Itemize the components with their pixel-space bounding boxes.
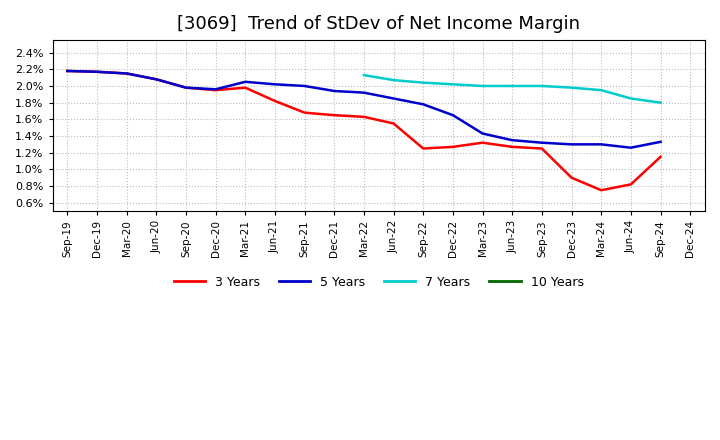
5 Years [241,79,250,84]
3 Years [271,99,279,104]
Line: 7 Years: 7 Years [364,75,660,103]
Legend: 3 Years, 5 Years, 7 Years, 10 Years: 3 Years, 5 Years, 7 Years, 10 Years [169,271,588,294]
5 Years [330,88,338,94]
3 Years [478,140,487,145]
5 Years [567,142,576,147]
3 Years [390,121,398,126]
Line: 3 Years: 3 Years [68,71,660,190]
3 Years [419,146,428,151]
5 Years [478,131,487,136]
3 Years [567,175,576,180]
3 Years [508,144,516,150]
7 Years [390,77,398,83]
5 Years [359,90,368,95]
7 Years [449,82,457,87]
3 Years [212,88,220,93]
3 Years [656,154,665,160]
3 Years [626,182,635,187]
5 Years [93,69,102,74]
7 Years [538,83,546,88]
5 Years [122,71,131,76]
7 Years [626,96,635,101]
3 Years [122,71,131,76]
Line: 5 Years: 5 Years [68,71,660,148]
5 Years [63,68,72,73]
7 Years [567,85,576,90]
7 Years [597,88,606,93]
3 Years [181,85,190,90]
3 Years [241,85,250,90]
5 Years [508,138,516,143]
Title: [3069]  Trend of StDev of Net Income Margin: [3069] Trend of StDev of Net Income Marg… [177,15,580,33]
7 Years [478,83,487,88]
3 Years [538,146,546,151]
5 Years [538,140,546,145]
5 Years [656,139,665,144]
7 Years [656,100,665,105]
7 Years [419,80,428,85]
5 Years [300,83,309,88]
5 Years [181,85,190,90]
3 Years [330,113,338,118]
3 Years [152,77,161,82]
3 Years [449,144,457,150]
5 Years [271,82,279,87]
7 Years [508,83,516,88]
3 Years [359,114,368,120]
5 Years [419,102,428,107]
5 Years [449,113,457,118]
5 Years [390,96,398,101]
5 Years [626,145,635,150]
5 Years [152,77,161,82]
3 Years [63,68,72,73]
5 Years [597,142,606,147]
3 Years [93,69,102,74]
3 Years [300,110,309,115]
5 Years [212,87,220,92]
7 Years [359,73,368,78]
3 Years [597,187,606,193]
